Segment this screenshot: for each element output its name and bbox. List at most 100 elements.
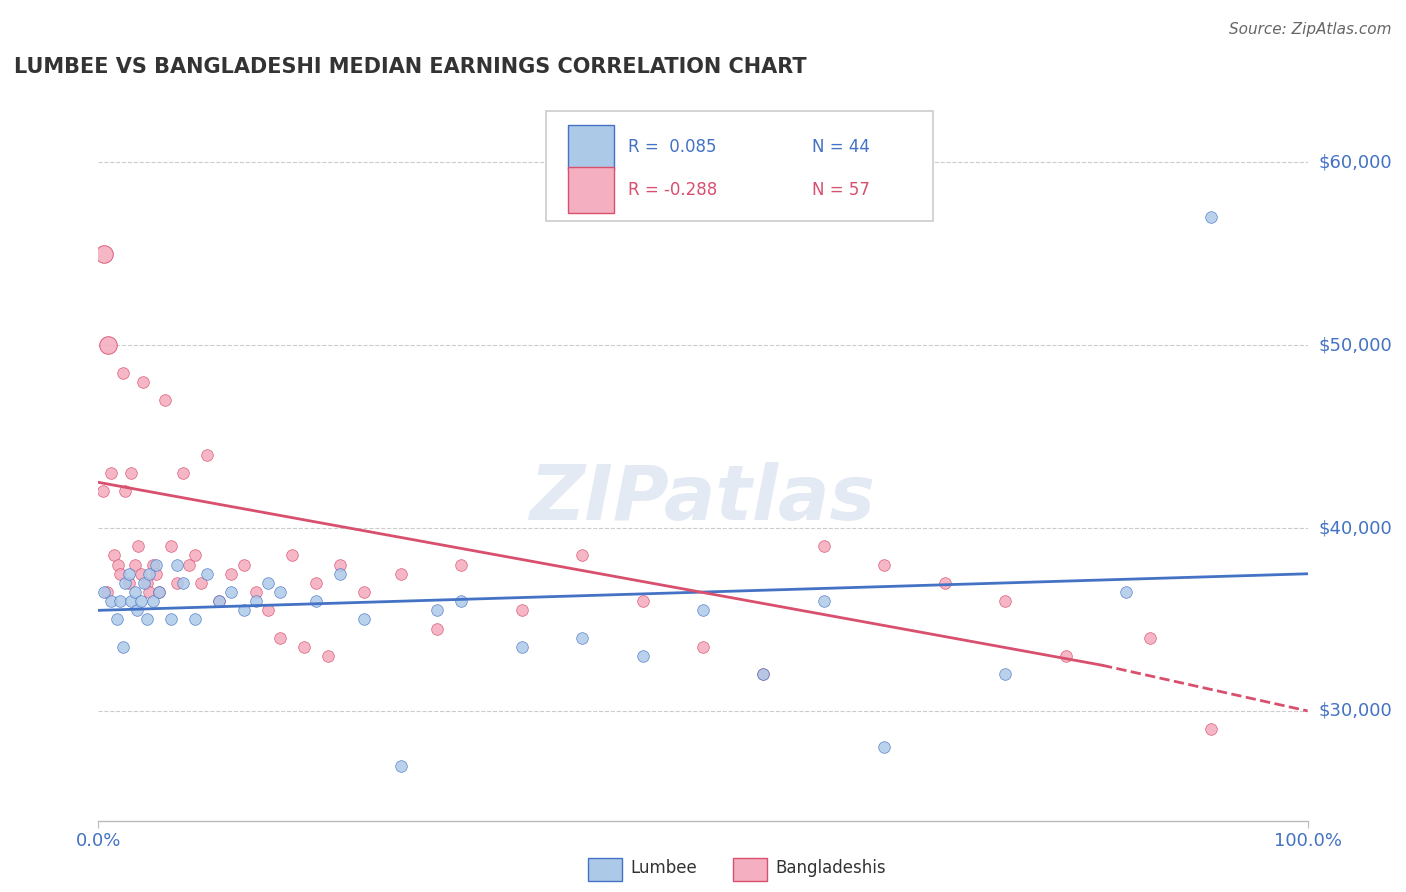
Point — [208, 594, 231, 608]
Point — [256, 576, 278, 591]
Point — [108, 594, 131, 608]
Point — [100, 466, 122, 480]
Point — [994, 594, 1017, 608]
Point — [450, 558, 472, 572]
Point — [873, 740, 896, 755]
FancyBboxPatch shape — [546, 112, 932, 221]
Point — [292, 640, 315, 654]
Point — [329, 566, 352, 581]
Point — [120, 466, 142, 480]
Point — [153, 392, 176, 407]
Point — [813, 539, 835, 553]
FancyBboxPatch shape — [568, 168, 613, 213]
Point — [571, 631, 593, 645]
Point — [813, 594, 835, 608]
Point — [111, 366, 134, 380]
Point — [145, 566, 167, 581]
Text: N = 44: N = 44 — [811, 138, 870, 156]
Text: Source: ZipAtlas.com: Source: ZipAtlas.com — [1229, 22, 1392, 37]
Point — [107, 558, 129, 572]
Point — [135, 576, 157, 591]
Point — [353, 612, 375, 626]
Point — [184, 549, 207, 563]
Point — [994, 667, 1017, 681]
Point — [134, 576, 156, 591]
Text: ZIPatlas: ZIPatlas — [530, 462, 876, 536]
Point — [96, 585, 118, 599]
Point — [245, 594, 267, 608]
Point — [232, 558, 254, 572]
Point — [114, 484, 136, 499]
Text: LUMBEE VS BANGLADESHI MEDIAN EARNINGS CORRELATION CHART: LUMBEE VS BANGLADESHI MEDIAN EARNINGS CO… — [14, 56, 807, 77]
Point — [269, 585, 291, 599]
Point — [135, 612, 157, 626]
Point — [148, 585, 170, 599]
Point — [256, 603, 278, 617]
Point — [752, 667, 775, 681]
Text: Bangladeshis: Bangladeshis — [776, 859, 886, 877]
Point — [692, 603, 714, 617]
Point — [124, 585, 146, 599]
Text: $60,000: $60,000 — [1319, 153, 1392, 171]
Point — [389, 566, 412, 581]
Point — [281, 549, 304, 563]
Point — [142, 558, 165, 572]
Point — [127, 603, 149, 617]
Text: R =  0.085: R = 0.085 — [628, 138, 717, 156]
FancyBboxPatch shape — [588, 858, 621, 881]
Point — [692, 640, 714, 654]
Point — [873, 558, 896, 572]
Point — [100, 594, 122, 608]
FancyBboxPatch shape — [734, 858, 768, 881]
Point — [177, 558, 201, 572]
Point — [127, 539, 149, 553]
Point — [105, 612, 128, 626]
FancyBboxPatch shape — [568, 125, 613, 170]
Point — [120, 594, 142, 608]
Point — [190, 576, 212, 591]
Point — [111, 640, 134, 654]
Point — [138, 566, 160, 581]
Point — [97, 338, 120, 352]
Point — [108, 566, 131, 581]
Point — [1199, 211, 1222, 225]
Text: Lumbee: Lumbee — [630, 859, 697, 877]
Point — [184, 612, 207, 626]
Point — [450, 594, 472, 608]
Point — [114, 576, 136, 591]
Point — [426, 622, 449, 636]
Point — [426, 603, 449, 617]
Point — [353, 585, 375, 599]
Point — [510, 640, 533, 654]
Point — [118, 566, 141, 581]
Point — [124, 558, 146, 572]
Point — [305, 576, 328, 591]
Point — [145, 558, 167, 572]
Point — [934, 576, 956, 591]
Point — [245, 585, 267, 599]
Point — [103, 549, 125, 563]
Text: $30,000: $30,000 — [1319, 702, 1392, 720]
Point — [142, 594, 165, 608]
Point — [221, 585, 243, 599]
Point — [1199, 723, 1222, 737]
Point — [91, 484, 114, 499]
Point — [118, 576, 141, 591]
Point — [269, 631, 291, 645]
Point — [160, 612, 183, 626]
Point — [221, 566, 243, 581]
Point — [93, 246, 115, 260]
Point — [752, 667, 775, 681]
Point — [329, 558, 352, 572]
Text: $50,000: $50,000 — [1319, 336, 1392, 354]
Text: N = 57: N = 57 — [811, 181, 870, 199]
Point — [510, 603, 533, 617]
Point — [631, 649, 654, 664]
Point — [129, 566, 152, 581]
Point — [138, 585, 160, 599]
Point — [166, 576, 188, 591]
Point — [132, 375, 155, 389]
Point — [129, 594, 152, 608]
Point — [208, 594, 231, 608]
Point — [1139, 631, 1161, 645]
